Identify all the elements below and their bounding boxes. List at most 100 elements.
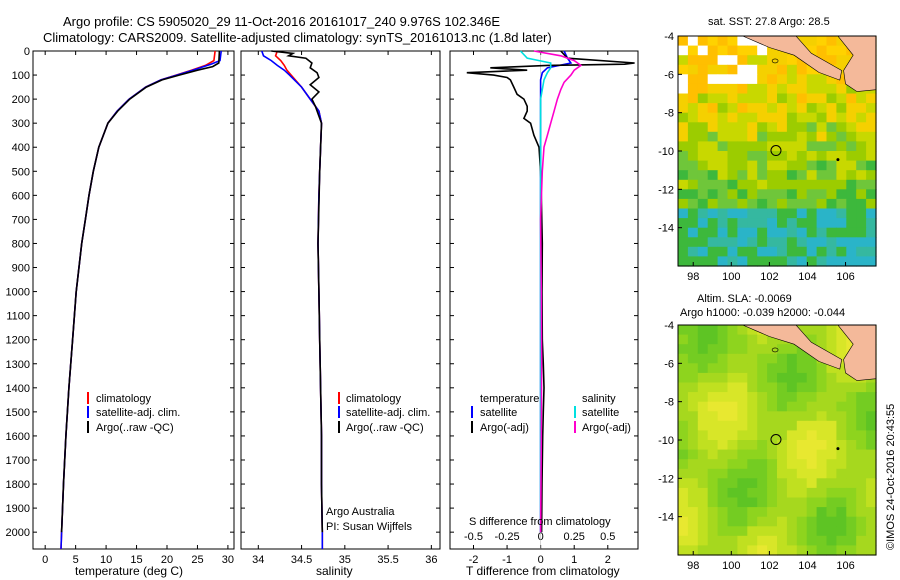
map-cell <box>747 487 758 499</box>
x-tick-label: 30 <box>222 554 234 566</box>
map-cell <box>687 535 699 546</box>
map-cell <box>707 112 719 123</box>
map-cell <box>826 468 837 479</box>
map-cell <box>767 411 778 422</box>
map-cell <box>727 198 738 210</box>
map-cell <box>786 237 798 248</box>
map-cell <box>786 459 798 470</box>
map-cell <box>717 334 729 345</box>
map-cell <box>777 363 788 374</box>
map-cell <box>796 36 808 47</box>
map-cell <box>687 131 699 142</box>
map-cell <box>866 411 877 422</box>
map-cell <box>826 487 837 499</box>
map-cell <box>856 478 867 489</box>
map-cell <box>826 478 837 489</box>
map-cell <box>796 93 808 104</box>
map-cell <box>786 353 798 364</box>
map-cell <box>777 535 788 546</box>
map-cell <box>806 382 818 393</box>
map-cell <box>826 256 837 267</box>
map-cell <box>707 497 719 508</box>
map-cell <box>836 208 847 219</box>
series-line <box>60 50 222 550</box>
map-cell <box>786 507 798 518</box>
map-cell <box>846 420 857 431</box>
series-line <box>271 50 324 533</box>
y-tick-label: -6 <box>664 358 674 370</box>
map-cell <box>678 401 689 412</box>
map-cell <box>816 141 828 152</box>
map-cell <box>777 55 788 66</box>
map-cell <box>796 325 808 336</box>
map-cell <box>836 131 847 142</box>
map-cell <box>697 74 709 85</box>
map-cell <box>737 526 748 537</box>
map-cell <box>856 237 867 248</box>
map-cell <box>737 179 748 190</box>
map-cell <box>866 93 877 104</box>
map-cell <box>747 353 758 364</box>
map-cell <box>796 497 808 508</box>
map-cell <box>786 526 798 537</box>
map-cell <box>786 55 798 66</box>
map-cell <box>727 189 738 200</box>
map-cell <box>697 55 709 66</box>
map-cell <box>846 440 857 451</box>
series-line <box>60 50 221 533</box>
map-cell <box>786 545 798 556</box>
map-cell <box>747 382 758 393</box>
map-cell <box>806 430 818 441</box>
map-cell <box>767 468 778 479</box>
map-cell <box>777 430 788 441</box>
map-cell <box>856 160 867 171</box>
map-cell <box>777 246 788 257</box>
map-cell <box>846 151 857 162</box>
map-cell <box>786 449 798 460</box>
map-cell <box>816 401 828 412</box>
map-cell <box>737 401 748 412</box>
map-cell <box>866 545 877 556</box>
map-cell <box>757 208 768 219</box>
map-cell <box>757 535 768 546</box>
x-tick-label: -2 <box>469 554 479 566</box>
map-cell <box>678 256 689 267</box>
map-cell <box>678 237 689 248</box>
map-cell <box>816 179 828 190</box>
map-cell <box>727 411 738 422</box>
map-cell <box>757 526 768 537</box>
map-cell <box>806 449 818 460</box>
map-cell <box>747 478 758 489</box>
map-cell <box>816 103 828 114</box>
land-polygon <box>742 35 843 81</box>
map-cell <box>816 334 828 345</box>
salinity-xlabel: salinity <box>316 564 353 578</box>
map-cell <box>767 74 778 85</box>
map-cell <box>786 344 798 355</box>
map-cell <box>697 411 709 422</box>
map-cell <box>707 103 719 114</box>
map-cell <box>816 449 828 460</box>
map-cell <box>806 64 818 75</box>
y-tick-label: -10 <box>658 146 674 158</box>
map-cell <box>737 334 748 345</box>
map-cell <box>777 141 788 152</box>
map-cell <box>737 420 748 431</box>
map-cell <box>856 179 867 190</box>
map-cell <box>856 198 867 210</box>
map-cell <box>697 420 709 431</box>
map-cell <box>757 198 768 210</box>
map-cell <box>767 208 778 219</box>
map-cell <box>866 382 877 393</box>
map-cell <box>737 497 748 508</box>
map-cell <box>727 208 738 219</box>
map-cell <box>727 516 738 527</box>
map-cell <box>777 516 788 527</box>
map-cell <box>697 103 709 114</box>
map-cell <box>687 103 699 114</box>
map-cell <box>757 372 768 384</box>
map-cell <box>836 516 847 527</box>
map-cell <box>687 256 699 267</box>
map-cell <box>687 372 699 384</box>
map-cell <box>727 256 738 267</box>
